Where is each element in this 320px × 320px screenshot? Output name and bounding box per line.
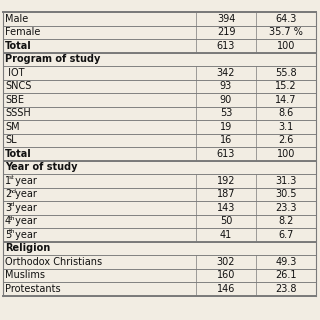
Text: year: year	[12, 216, 37, 226]
Text: 64.3: 64.3	[275, 14, 297, 24]
Text: Program of study: Program of study	[5, 54, 100, 64]
Text: 219: 219	[217, 27, 235, 37]
Text: Year of study: Year of study	[5, 162, 77, 172]
Text: 2: 2	[5, 189, 11, 199]
Text: nd: nd	[9, 189, 17, 194]
Text: st: st	[9, 175, 14, 180]
Text: 100: 100	[277, 41, 295, 51]
Text: 23.3: 23.3	[275, 203, 297, 213]
Text: 143: 143	[217, 203, 235, 213]
Text: 49.3: 49.3	[275, 257, 297, 267]
Text: Muslims: Muslims	[5, 270, 45, 280]
Text: 41: 41	[220, 230, 232, 240]
Text: year: year	[12, 176, 37, 186]
Text: IOT: IOT	[5, 68, 25, 78]
Text: Religion: Religion	[5, 243, 50, 253]
Text: 8.6: 8.6	[278, 108, 294, 118]
Text: 5: 5	[5, 230, 11, 240]
Text: 14.7: 14.7	[275, 95, 297, 105]
Text: SL: SL	[5, 135, 17, 145]
Text: 4: 4	[5, 216, 11, 226]
Text: 394: 394	[217, 14, 235, 24]
Text: 342: 342	[217, 68, 235, 78]
Text: 302: 302	[217, 257, 235, 267]
Text: 30.5: 30.5	[275, 189, 297, 199]
Text: 26.1: 26.1	[275, 270, 297, 280]
Text: 31.3: 31.3	[275, 176, 297, 186]
Text: year: year	[12, 203, 37, 213]
Text: SBE: SBE	[5, 95, 24, 105]
Text: year: year	[12, 189, 37, 199]
Text: SSSH: SSSH	[5, 108, 31, 118]
Text: 6.7: 6.7	[278, 230, 294, 240]
Text: 1: 1	[5, 176, 11, 186]
Text: 50: 50	[220, 216, 232, 226]
Text: 146: 146	[217, 284, 235, 294]
Text: 15.2: 15.2	[275, 81, 297, 91]
Text: year: year	[12, 230, 37, 240]
Text: rd: rd	[9, 202, 15, 207]
Text: 100: 100	[277, 149, 295, 159]
Text: 3: 3	[5, 203, 11, 213]
Text: 53: 53	[220, 108, 232, 118]
Text: 55.8: 55.8	[275, 68, 297, 78]
Text: th: th	[9, 229, 15, 234]
Text: th: th	[9, 216, 15, 221]
Text: Orthodox Christians: Orthodox Christians	[5, 257, 102, 267]
Text: 35.7 %: 35.7 %	[269, 27, 303, 37]
Text: 613: 613	[217, 41, 235, 51]
Text: Female: Female	[5, 27, 40, 37]
Text: 187: 187	[217, 189, 235, 199]
Text: Total: Total	[5, 149, 32, 159]
Text: 19: 19	[220, 122, 232, 132]
Text: SNCS: SNCS	[5, 81, 31, 91]
Text: 93: 93	[220, 81, 232, 91]
Text: 3.1: 3.1	[278, 122, 294, 132]
Text: Total: Total	[5, 41, 32, 51]
Text: 8.2: 8.2	[278, 216, 294, 226]
Text: 90: 90	[220, 95, 232, 105]
Text: 2.6: 2.6	[278, 135, 294, 145]
Text: 16: 16	[220, 135, 232, 145]
Text: SM: SM	[5, 122, 20, 132]
Text: 160: 160	[217, 270, 235, 280]
Text: Protestants: Protestants	[5, 284, 60, 294]
Text: Male: Male	[5, 14, 28, 24]
Text: 23.8: 23.8	[275, 284, 297, 294]
Text: 192: 192	[217, 176, 235, 186]
Text: 613: 613	[217, 149, 235, 159]
